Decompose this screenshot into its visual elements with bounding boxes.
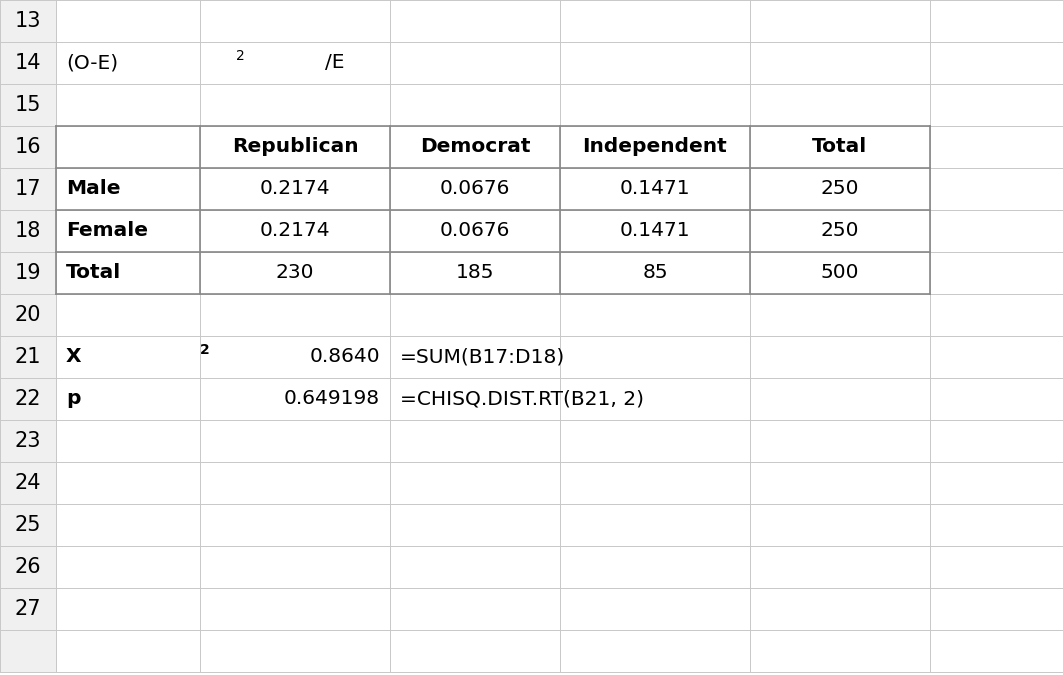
Text: 21: 21 — [15, 347, 41, 367]
Text: 500: 500 — [821, 263, 859, 283]
Bar — [0, 378, 56, 420]
Bar — [0, 462, 56, 504]
Text: 0.8640: 0.8640 — [309, 348, 379, 367]
Bar — [0, 420, 56, 462]
Bar — [0, 42, 56, 84]
Text: Total: Total — [66, 263, 121, 283]
Text: 23: 23 — [15, 431, 41, 451]
Text: 0.0676: 0.0676 — [440, 180, 510, 198]
Text: Independent: Independent — [583, 138, 727, 157]
Text: 85: 85 — [642, 263, 668, 283]
Text: 20: 20 — [15, 305, 41, 325]
Bar — [0, 336, 56, 378]
Text: 22: 22 — [15, 389, 41, 409]
Text: Female: Female — [66, 221, 148, 240]
Text: 16: 16 — [15, 137, 41, 157]
Text: Male: Male — [66, 180, 120, 198]
Text: 19: 19 — [15, 263, 41, 283]
Text: 0.2174: 0.2174 — [259, 180, 331, 198]
Text: 2: 2 — [200, 343, 209, 357]
Bar — [0, 294, 56, 336]
Text: 250: 250 — [821, 221, 859, 240]
Text: 17: 17 — [15, 179, 41, 199]
Text: 14: 14 — [15, 53, 41, 73]
Text: 250: 250 — [821, 180, 859, 198]
Text: =CHISQ.DIST.RT(B21, 2): =CHISQ.DIST.RT(B21, 2) — [400, 389, 644, 408]
Text: (O-E): (O-E) — [66, 53, 118, 72]
Bar — [0, 168, 56, 210]
Text: Republican: Republican — [232, 138, 358, 157]
Bar — [0, 504, 56, 546]
Bar — [0, 252, 56, 294]
Bar — [0, 546, 56, 588]
Text: p: p — [66, 389, 81, 408]
Text: 0.1471: 0.1471 — [620, 221, 690, 240]
Text: /E: /E — [324, 53, 344, 72]
Text: 18: 18 — [15, 221, 41, 241]
Text: 15: 15 — [15, 95, 41, 115]
Bar — [0, 210, 56, 252]
Bar — [0, 84, 56, 126]
Text: Total: Total — [812, 138, 867, 157]
Text: 25: 25 — [15, 515, 41, 535]
Text: =SUM(B17:D18): =SUM(B17:D18) — [400, 348, 566, 367]
Text: 24: 24 — [15, 473, 41, 493]
Text: 27: 27 — [15, 599, 41, 619]
Bar — [0, 588, 56, 630]
Text: 13: 13 — [15, 11, 41, 31]
Text: Democrat: Democrat — [420, 138, 530, 157]
Text: 230: 230 — [275, 263, 315, 283]
Text: 185: 185 — [456, 263, 494, 283]
Text: 0.2174: 0.2174 — [259, 221, 331, 240]
Text: 2: 2 — [236, 49, 244, 63]
Text: 0.0676: 0.0676 — [440, 221, 510, 240]
Text: X: X — [66, 348, 82, 367]
Text: 0.1471: 0.1471 — [620, 180, 690, 198]
Bar — [0, 126, 56, 168]
Bar — [0, 0, 56, 42]
Bar — [0, 630, 56, 672]
Text: 0.649198: 0.649198 — [284, 389, 379, 408]
Text: 26: 26 — [15, 557, 41, 577]
